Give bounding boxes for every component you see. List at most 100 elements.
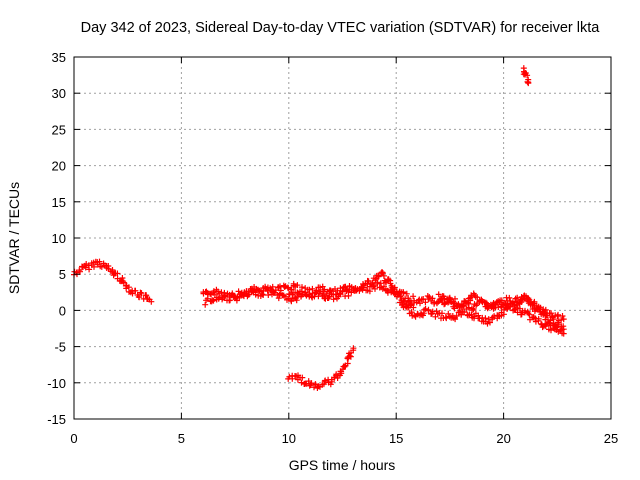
y-tick-label: 10 xyxy=(52,231,66,246)
data-point xyxy=(345,288,352,295)
data-point xyxy=(246,291,253,298)
data-point xyxy=(548,310,555,317)
data-point xyxy=(422,299,429,306)
data-point xyxy=(425,307,432,314)
data-point xyxy=(380,272,387,279)
data-point xyxy=(120,279,127,286)
data-point xyxy=(330,296,337,303)
data-point xyxy=(439,310,445,317)
data-point xyxy=(525,80,532,87)
data-point xyxy=(465,304,472,311)
data-point xyxy=(435,291,442,298)
data-point xyxy=(543,312,550,319)
data-point xyxy=(514,309,521,316)
data-point xyxy=(484,305,491,312)
data-point xyxy=(96,258,103,265)
data-point xyxy=(400,290,407,296)
data-point xyxy=(474,294,481,301)
y-tick-label: 15 xyxy=(52,195,66,210)
data-point xyxy=(372,285,378,292)
data-point xyxy=(471,313,478,320)
data-point xyxy=(402,303,409,310)
data-point xyxy=(558,317,565,323)
data-point xyxy=(379,270,386,277)
data-point xyxy=(500,311,507,318)
data-point xyxy=(535,315,542,322)
data-point xyxy=(313,287,320,294)
data-point xyxy=(391,284,398,291)
data-point xyxy=(441,301,448,308)
data-point xyxy=(98,263,105,270)
data-point xyxy=(498,297,505,304)
x-axis-label: GPS time / hours xyxy=(289,457,396,473)
data-point xyxy=(502,301,509,308)
y-tick-label: 20 xyxy=(52,159,66,174)
data-point xyxy=(461,298,468,304)
data-point xyxy=(456,307,463,314)
series-track-a xyxy=(71,258,155,305)
x-tick-label: 20 xyxy=(496,431,510,446)
data-point xyxy=(369,279,376,286)
x-tick-label: 15 xyxy=(389,431,403,446)
y-tick-label: 30 xyxy=(52,86,66,101)
data-point xyxy=(462,298,469,305)
data-point xyxy=(227,297,233,304)
data-point xyxy=(259,291,266,298)
data-point xyxy=(306,286,313,293)
y-tick-label: -15 xyxy=(47,412,66,427)
data-point xyxy=(381,283,387,290)
data-point xyxy=(451,305,458,312)
x-tick-label: 0 xyxy=(70,431,77,446)
data-point xyxy=(560,316,567,323)
y-tick-label: 35 xyxy=(52,50,66,65)
data-point xyxy=(143,292,150,299)
data-point xyxy=(559,313,566,319)
data-point xyxy=(475,312,482,319)
data-point xyxy=(114,270,121,277)
data-point xyxy=(542,306,549,313)
data-point xyxy=(350,347,357,354)
y-tick-label: -5 xyxy=(54,340,66,355)
x-tick-label: 25 xyxy=(604,431,618,446)
y-tick-label: 25 xyxy=(52,122,66,137)
data-point xyxy=(148,298,155,305)
data-point xyxy=(388,282,395,289)
y-tick-label: 5 xyxy=(59,267,66,282)
data-point xyxy=(282,293,289,300)
data-point xyxy=(299,374,306,381)
data-point xyxy=(461,309,468,316)
data-point xyxy=(417,300,423,307)
data-point xyxy=(470,306,477,313)
data-point xyxy=(448,299,455,306)
data-point xyxy=(346,353,353,359)
data-point xyxy=(517,297,524,304)
data-point xyxy=(222,292,228,299)
data-point xyxy=(294,282,301,289)
data-point xyxy=(487,319,493,326)
data-point xyxy=(524,72,531,79)
data-point xyxy=(337,285,344,292)
data-point xyxy=(375,273,382,280)
data-point xyxy=(202,301,209,308)
data-point xyxy=(210,297,217,304)
y-tick-label: 0 xyxy=(59,303,66,318)
y-tick-label: -10 xyxy=(47,376,66,391)
data-point xyxy=(320,381,327,388)
data-point xyxy=(336,290,343,297)
data-point xyxy=(410,293,417,300)
y-axis-label: SDTVAR / TECUs xyxy=(6,182,22,294)
data-point xyxy=(131,287,138,294)
data-point xyxy=(516,300,523,307)
data-point xyxy=(119,275,126,281)
data-point xyxy=(521,309,528,316)
data-point xyxy=(403,290,410,297)
series-track-e xyxy=(397,299,567,337)
data-point xyxy=(239,292,246,298)
data-point xyxy=(91,263,97,270)
x-tick-label: 5 xyxy=(178,431,185,446)
series-track-f xyxy=(435,290,567,333)
series-track-g xyxy=(285,345,357,391)
data-point xyxy=(332,291,339,298)
axis-ticks: 0 5 10 15 20 25 -15 -10 -5 0 5 10 15 20 25 30 35 xyxy=(47,50,618,446)
